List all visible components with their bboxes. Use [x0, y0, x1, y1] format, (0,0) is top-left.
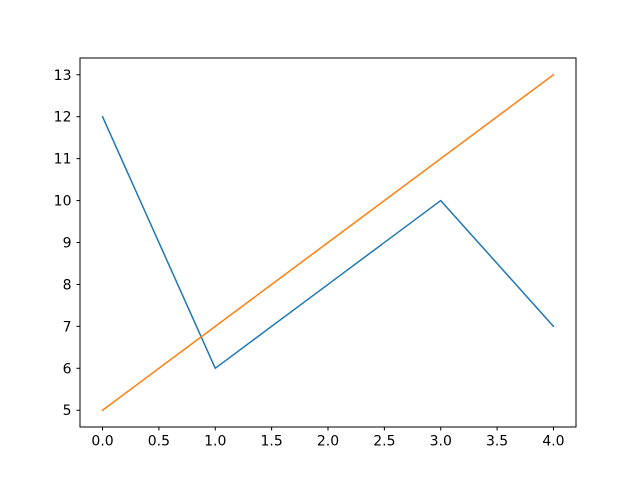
y-tick-label: 5 [63, 403, 72, 419]
x-tick-label: 1.5 [261, 434, 283, 450]
y-tick-label: 6 [63, 361, 72, 377]
series-2-line [101, 74, 555, 411]
y-tick-label: 10 [54, 194, 72, 210]
y-tick-label: 9 [63, 236, 72, 252]
x-tick-label: 0.5 [148, 434, 170, 450]
x-tick-label: 3.0 [430, 434, 452, 450]
y-tick-label: 12 [54, 110, 72, 126]
y-tick-label: 7 [63, 319, 72, 335]
x-tick-label: 2.0 [317, 434, 339, 450]
x-tick-label: 1.0 [204, 434, 226, 450]
x-tick-label: 0.0 [91, 434, 113, 450]
series-1-line [101, 115, 555, 370]
y-tick-label: 8 [63, 277, 72, 293]
y-tick-label: 11 [54, 152, 72, 168]
x-tick-label: 4.0 [542, 434, 564, 450]
x-tick-label: 3.5 [486, 434, 508, 450]
x-tick-label: 2.5 [373, 434, 395, 450]
y-tick-label: 13 [54, 68, 72, 84]
